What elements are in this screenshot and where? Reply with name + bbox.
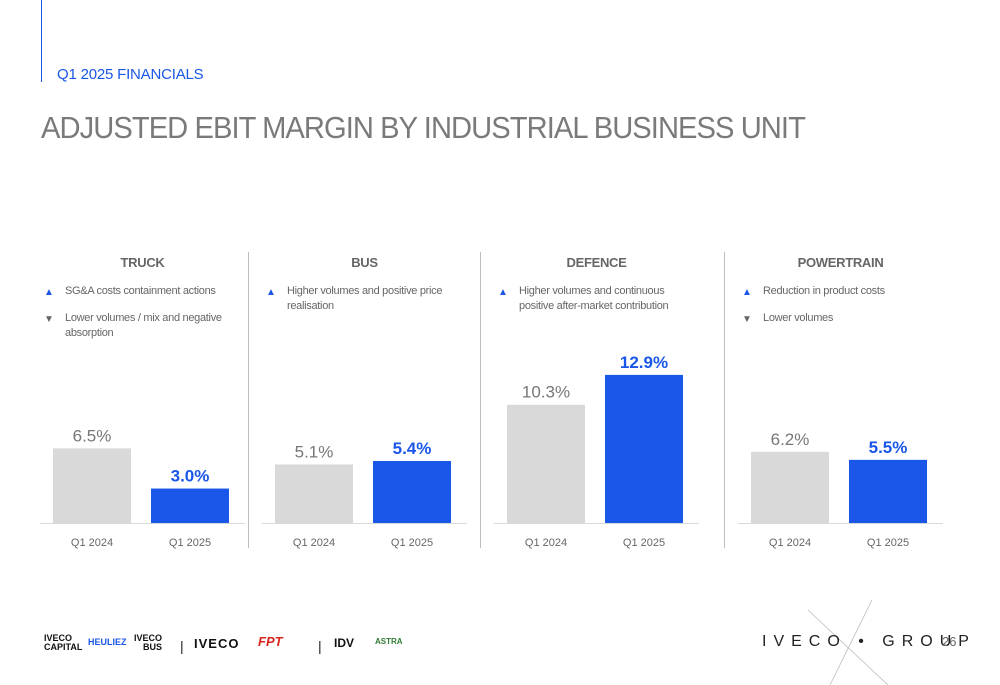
category-label: Q1 2024: [769, 537, 811, 549]
bullet-item: ▲ Reduction in product costs: [738, 284, 943, 299]
data-label: 12.9%: [620, 353, 668, 372]
unit-title: DEFENCE: [566, 255, 627, 270]
bullet-text: Reduction in product costs: [763, 285, 885, 297]
bar-chart-defence: 10.3% Q1 2024 12.9% Q1 2025: [494, 353, 699, 549]
panel-divider: [480, 252, 481, 548]
triangle-up-icon: ▲: [266, 287, 276, 298]
triangle-up-icon: ▲: [742, 287, 752, 298]
data-label: 6.5%: [73, 426, 112, 445]
data-label: 10.3%: [522, 383, 570, 402]
iveco-bus-logo: IVECO BUS: [134, 633, 163, 652]
bar-chart-truck: 6.5% Q1 2024 3.0% Q1 2025: [40, 426, 245, 549]
section-label: Q1 2025 FINANCIALS: [57, 66, 204, 83]
astra-logo: ASTRA: [375, 637, 403, 646]
panel-defence: DEFENCE ▲ Higher volumes and continuous po…: [494, 250, 699, 555]
idv-logo: IDV: [334, 636, 355, 650]
triangle-down-icon: ▼: [44, 314, 54, 325]
panel-divider: [724, 252, 725, 548]
bullet-item: ▲ Higher volumes and continuous positive …: [494, 284, 699, 314]
logo-separator: |: [180, 638, 184, 654]
heuliez-logo: HEULIEZ: [88, 637, 127, 647]
bar-q1-2025: [849, 459, 927, 523]
data-label: 5.5%: [869, 438, 908, 457]
bullet-list: ▲ Higher volumes and continuous positive …: [494, 284, 699, 326]
iveco-capital-logo: IVECO CAPITAL: [44, 633, 83, 652]
category-label: Q1 2024: [293, 537, 335, 549]
category-label: Q1 2025: [867, 537, 909, 549]
bullet-list: ▲ Higher volumes and positive price reali…: [262, 284, 467, 326]
triangle-down-icon: ▼: [742, 314, 752, 325]
bar-q1-2024: [53, 448, 131, 523]
category-label: Q1 2024: [525, 537, 567, 549]
triangle-up-icon: ▲: [498, 287, 508, 298]
unit-title: BUS: [351, 255, 378, 270]
bullet-list: ▲ SG&A costs containment actions ▼ Lower vo…: [40, 284, 245, 353]
bullet-text: SG&A costs containment actions: [65, 285, 216, 297]
bar-q1-2024: [751, 451, 829, 523]
bar-q1-2025: [151, 488, 229, 523]
data-label: 5.4%: [393, 439, 432, 458]
bar-q1-2025: [373, 461, 451, 523]
bullet-text: Higher volumes and positive price realis…: [287, 285, 443, 312]
accent-line: [41, 0, 42, 82]
bullet-text: Higher volumes and continuous positive a…: [519, 285, 669, 312]
category-label: Q1 2025: [169, 537, 211, 549]
unit-title: TRUCK: [120, 255, 165, 270]
bullet-item: ▼ Lower volumes / mix and negative absorp…: [40, 311, 245, 341]
iveco-logo: IVECO: [194, 636, 240, 651]
panel-truck: TRUCK ▲ SG&A costs containment actions ▼ Low…: [40, 250, 245, 555]
bar-q1-2024: [275, 464, 353, 523]
data-label: 6.2%: [771, 430, 810, 449]
category-label: Q1 2024: [71, 537, 113, 549]
iveco-group-logo: IVECO • GROUP: [762, 633, 976, 650]
data-label: 3.0%: [171, 467, 210, 486]
triangle-up-icon: ▲: [44, 287, 54, 298]
panel-powertrain: POWERTRAIN ▲ Reduction in product costs ▼ Lo…: [738, 250, 943, 555]
logo-separator: |: [318, 638, 322, 654]
page-number: 26: [942, 634, 957, 649]
bullet-text: Lower volumes / mix and negative absorpt…: [65, 312, 222, 339]
decorative-lines: [807, 600, 889, 685]
bullet-item: ▲ Higher volumes and positive price reali…: [262, 284, 467, 314]
panel-bus: BUS ▲ Higher volumes and positive price re…: [262, 250, 467, 555]
category-label: Q1 2025: [623, 537, 665, 549]
bar-q1-2024: [507, 404, 585, 523]
page-title: ADJUSTED EBIT MARGIN BY INDUSTRIAL BUSIN…: [41, 110, 806, 145]
bullet-list: ▲ Reduction in product costs ▼ Lower volume…: [738, 284, 943, 338]
bar-chart-powertrain: 6.2% Q1 2024 5.5% Q1 2025: [738, 430, 943, 549]
bar-chart-bus: 5.1% Q1 2024 5.4% Q1 2025: [262, 439, 467, 549]
panel-divider: [248, 252, 249, 548]
data-label: 5.1%: [295, 442, 334, 461]
bullet-item: ▼ Lower volumes: [738, 311, 943, 326]
bar-q1-2025: [605, 374, 683, 523]
bullet-text: Lower volumes: [763, 312, 834, 324]
fpt-logo: FPT: [258, 634, 283, 649]
unit-title: POWERTRAIN: [797, 255, 884, 270]
category-label: Q1 2025: [391, 537, 433, 549]
bullet-item: ▲ SG&A costs containment actions: [40, 284, 245, 299]
